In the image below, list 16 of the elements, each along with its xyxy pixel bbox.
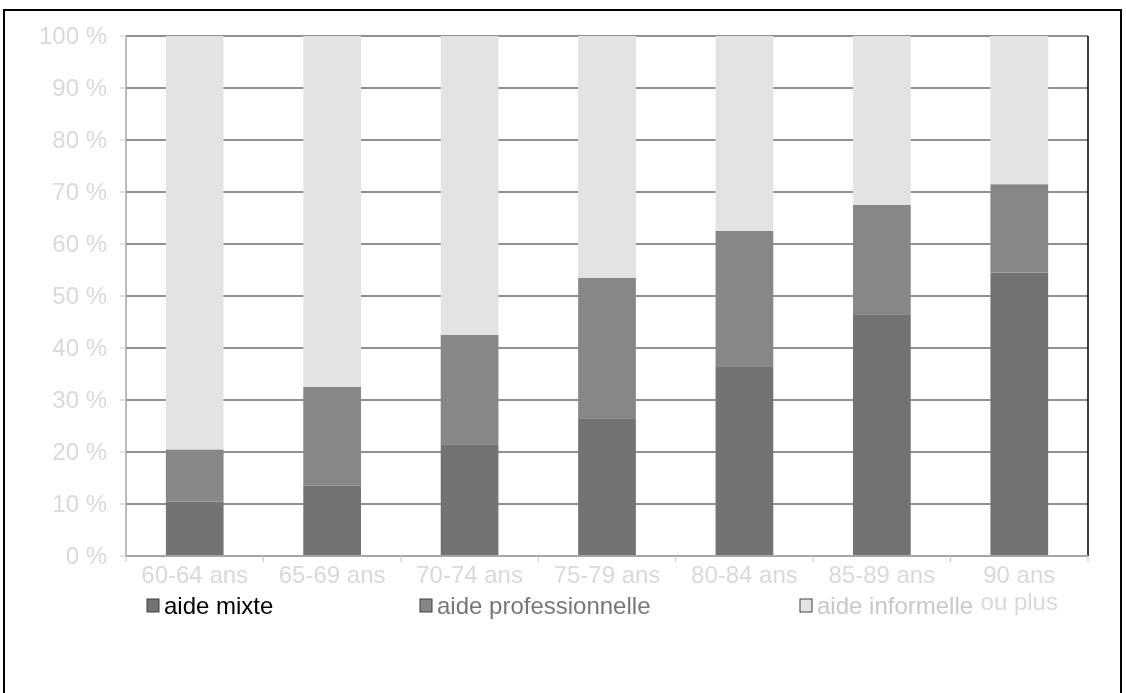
bar bbox=[165, 449, 224, 502]
bar bbox=[440, 335, 499, 445]
bar bbox=[715, 231, 774, 367]
legend-label: aide professionnelle bbox=[437, 592, 651, 620]
bar bbox=[578, 36, 636, 278]
bar bbox=[853, 205, 911, 315]
bar bbox=[578, 277, 636, 419]
bar bbox=[440, 36, 499, 335]
legend-label: aide mixte bbox=[164, 592, 274, 620]
bar bbox=[715, 36, 774, 231]
bar bbox=[303, 36, 361, 387]
bar bbox=[990, 36, 1049, 185]
bar bbox=[990, 184, 1049, 273]
bar bbox=[165, 36, 224, 450]
bar bbox=[303, 387, 361, 486]
bar bbox=[853, 36, 911, 205]
